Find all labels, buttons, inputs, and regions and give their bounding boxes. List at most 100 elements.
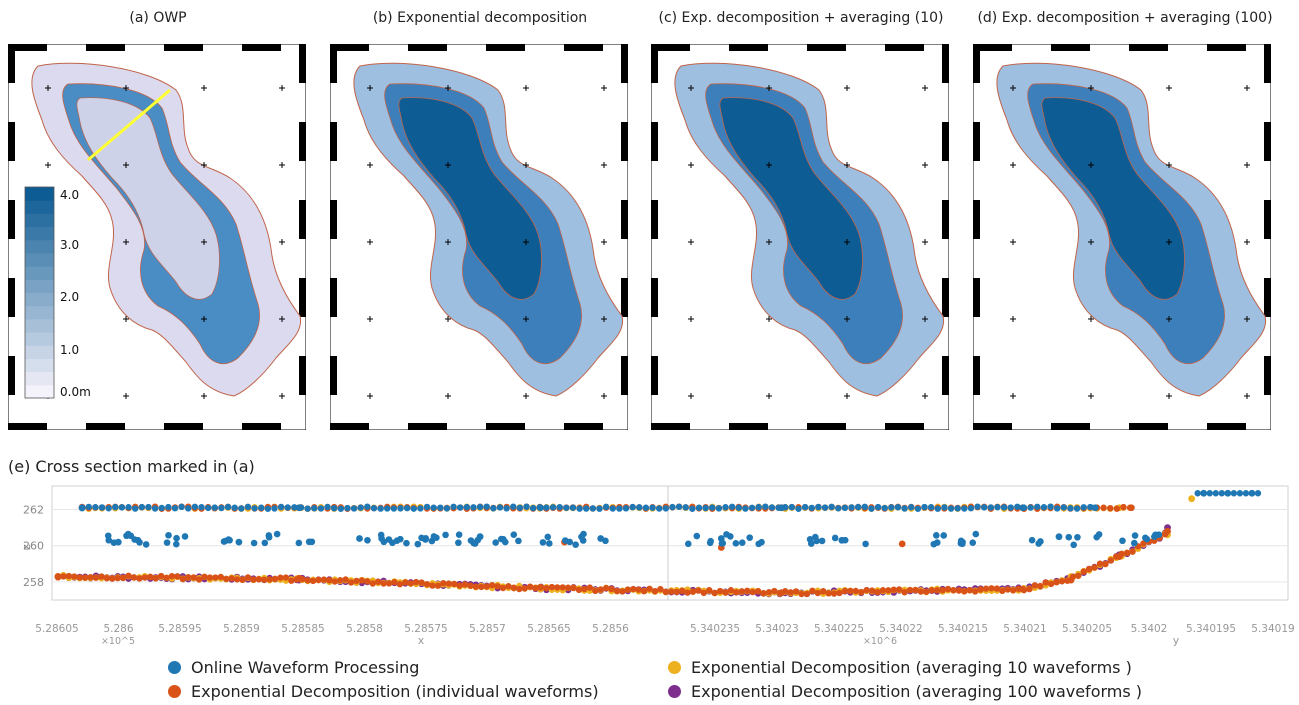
- grid-cross: [1088, 316, 1094, 322]
- lake-deep-area: [719, 97, 863, 300]
- data-point: [1047, 580, 1055, 588]
- data-point: [476, 503, 484, 511]
- grid-cross: [1088, 85, 1094, 91]
- data-point: [145, 503, 152, 511]
- data-point: [597, 586, 604, 593]
- data-point: [1028, 536, 1036, 544]
- data-point: [478, 583, 485, 591]
- data-point: [434, 582, 442, 589]
- grid-cross: [123, 393, 129, 399]
- colorbar-label: 3.0: [60, 238, 79, 252]
- data-point: [1093, 533, 1101, 541]
- data-point: [165, 531, 172, 539]
- data-point: [483, 503, 490, 510]
- data-point: [291, 504, 298, 511]
- data-point: [640, 587, 648, 595]
- data-point: [412, 578, 420, 586]
- data-point: [324, 503, 331, 511]
- data-point: [1004, 586, 1011, 593]
- data-point: [559, 584, 566, 591]
- grid-cross: [922, 239, 928, 245]
- data-point: [738, 539, 746, 547]
- frame-tick-top: [807, 44, 846, 51]
- data-point: [60, 573, 67, 580]
- data-point: [179, 575, 187, 583]
- data-point: [1091, 504, 1099, 512]
- data-point: [357, 504, 364, 511]
- data-point: [529, 504, 537, 512]
- data-point: [1087, 503, 1094, 511]
- data-point: [987, 504, 995, 511]
- data-point: [105, 505, 112, 512]
- frame-tick-top: [1129, 44, 1168, 51]
- data-point: [947, 505, 955, 512]
- frame-tick-bottom: [807, 423, 846, 430]
- data-point: [85, 503, 92, 511]
- data-point: [898, 540, 906, 548]
- data-point: [711, 589, 718, 597]
- data-point: [198, 503, 205, 511]
- data-point: [554, 584, 561, 591]
- data-point: [526, 583, 534, 590]
- data-point: [440, 580, 447, 587]
- data-point: [1026, 585, 1033, 593]
- data-point: [818, 537, 826, 545]
- data-point: [523, 503, 530, 510]
- data-point: [716, 587, 724, 595]
- data-point: [923, 588, 930, 595]
- data-point: [1037, 582, 1044, 590]
- frame-tick-left: [330, 122, 337, 161]
- grid-cross: [45, 85, 51, 91]
- data-point: [835, 505, 842, 512]
- data-point: [1224, 490, 1232, 497]
- data-point: [385, 536, 393, 543]
- data-point: [261, 539, 269, 547]
- data-point: [809, 587, 816, 595]
- data-point: [158, 504, 165, 512]
- x-tick-label: 5.2857: [469, 623, 506, 635]
- data-point: [1080, 504, 1087, 511]
- frame-tick-top: [564, 44, 603, 51]
- lake-deep-area: [398, 97, 542, 300]
- data-point: [125, 572, 132, 579]
- data-point: [544, 533, 552, 541]
- grid-cross: [922, 162, 928, 168]
- y-position-tick-label: 5.340235: [690, 623, 740, 635]
- x-tick-label: 5.286: [103, 623, 133, 635]
- colorbar-label: 1.0: [60, 343, 79, 357]
- data-point: [157, 572, 165, 580]
- data-point: [806, 536, 814, 543]
- y-position-tick-label: 5.34021: [1003, 623, 1046, 635]
- data-point: [1020, 586, 1028, 594]
- data-point: [808, 504, 815, 512]
- y-position-axis-label: y: [1173, 634, 1180, 647]
- grid-cross: [279, 162, 285, 168]
- cross-section-title: (e) Cross section marked in (a): [8, 457, 255, 476]
- data-point: [933, 532, 940, 539]
- data-point: [1058, 578, 1066, 585]
- data-point: [233, 576, 241, 583]
- data-point: [417, 505, 424, 512]
- data-point: [969, 539, 977, 547]
- data-point: [814, 589, 821, 597]
- data-point: [662, 505, 670, 512]
- data-point: [668, 588, 675, 595]
- grid-cross: [1166, 316, 1172, 322]
- frame-tick-bottom: [242, 423, 281, 430]
- data-point: [868, 587, 876, 594]
- data-point: [277, 503, 285, 511]
- grid-cross: [1244, 239, 1250, 245]
- y-position-tick-label: 5.340215: [938, 623, 988, 635]
- data-point: [933, 587, 941, 594]
- data-point: [1118, 550, 1125, 558]
- data-point: [798, 590, 805, 598]
- data-point: [445, 580, 452, 587]
- data-point: [384, 505, 391, 512]
- legend-label-individual: Exponential Decomposition (individual wa…: [191, 682, 599, 701]
- data-point: [124, 530, 132, 538]
- data-point: [657, 585, 664, 593]
- data-point: [423, 503, 431, 511]
- x-tick-label: 5.28605: [35, 623, 78, 635]
- grid-cross: [1244, 162, 1250, 168]
- data-point: [1119, 537, 1126, 545]
